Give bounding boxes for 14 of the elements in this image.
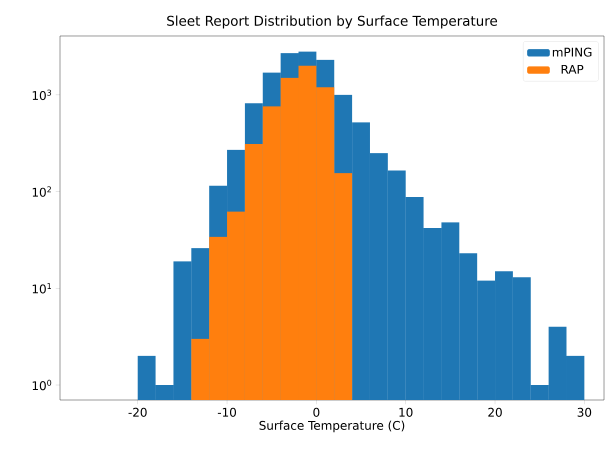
y-tick-label: 10$^{3}$ [32, 90, 52, 100]
x-tick-label: 0 [313, 408, 320, 417]
x-axis-title: Surface Temperature (C) [260, 420, 404, 432]
x-tick-label: -10 [218, 408, 236, 417]
y-tick-label: 10$^{1}$ [32, 283, 51, 294]
x-tick-label: 10 [399, 408, 413, 417]
y-tick-label: 10$^{2}$ [32, 186, 51, 197]
y-tick-label: 10$^{0}$ [32, 380, 52, 390]
legend-label: mPING [552, 48, 592, 57]
chart-title: Sleet Report Distribution by Surface Temperature [167, 15, 498, 28]
x-tick-label: -20 [128, 408, 147, 417]
x-tick-label: 30 [578, 408, 592, 417]
x-tick-label: 20 [488, 408, 502, 417]
legend-label: RAP [562, 64, 584, 74]
